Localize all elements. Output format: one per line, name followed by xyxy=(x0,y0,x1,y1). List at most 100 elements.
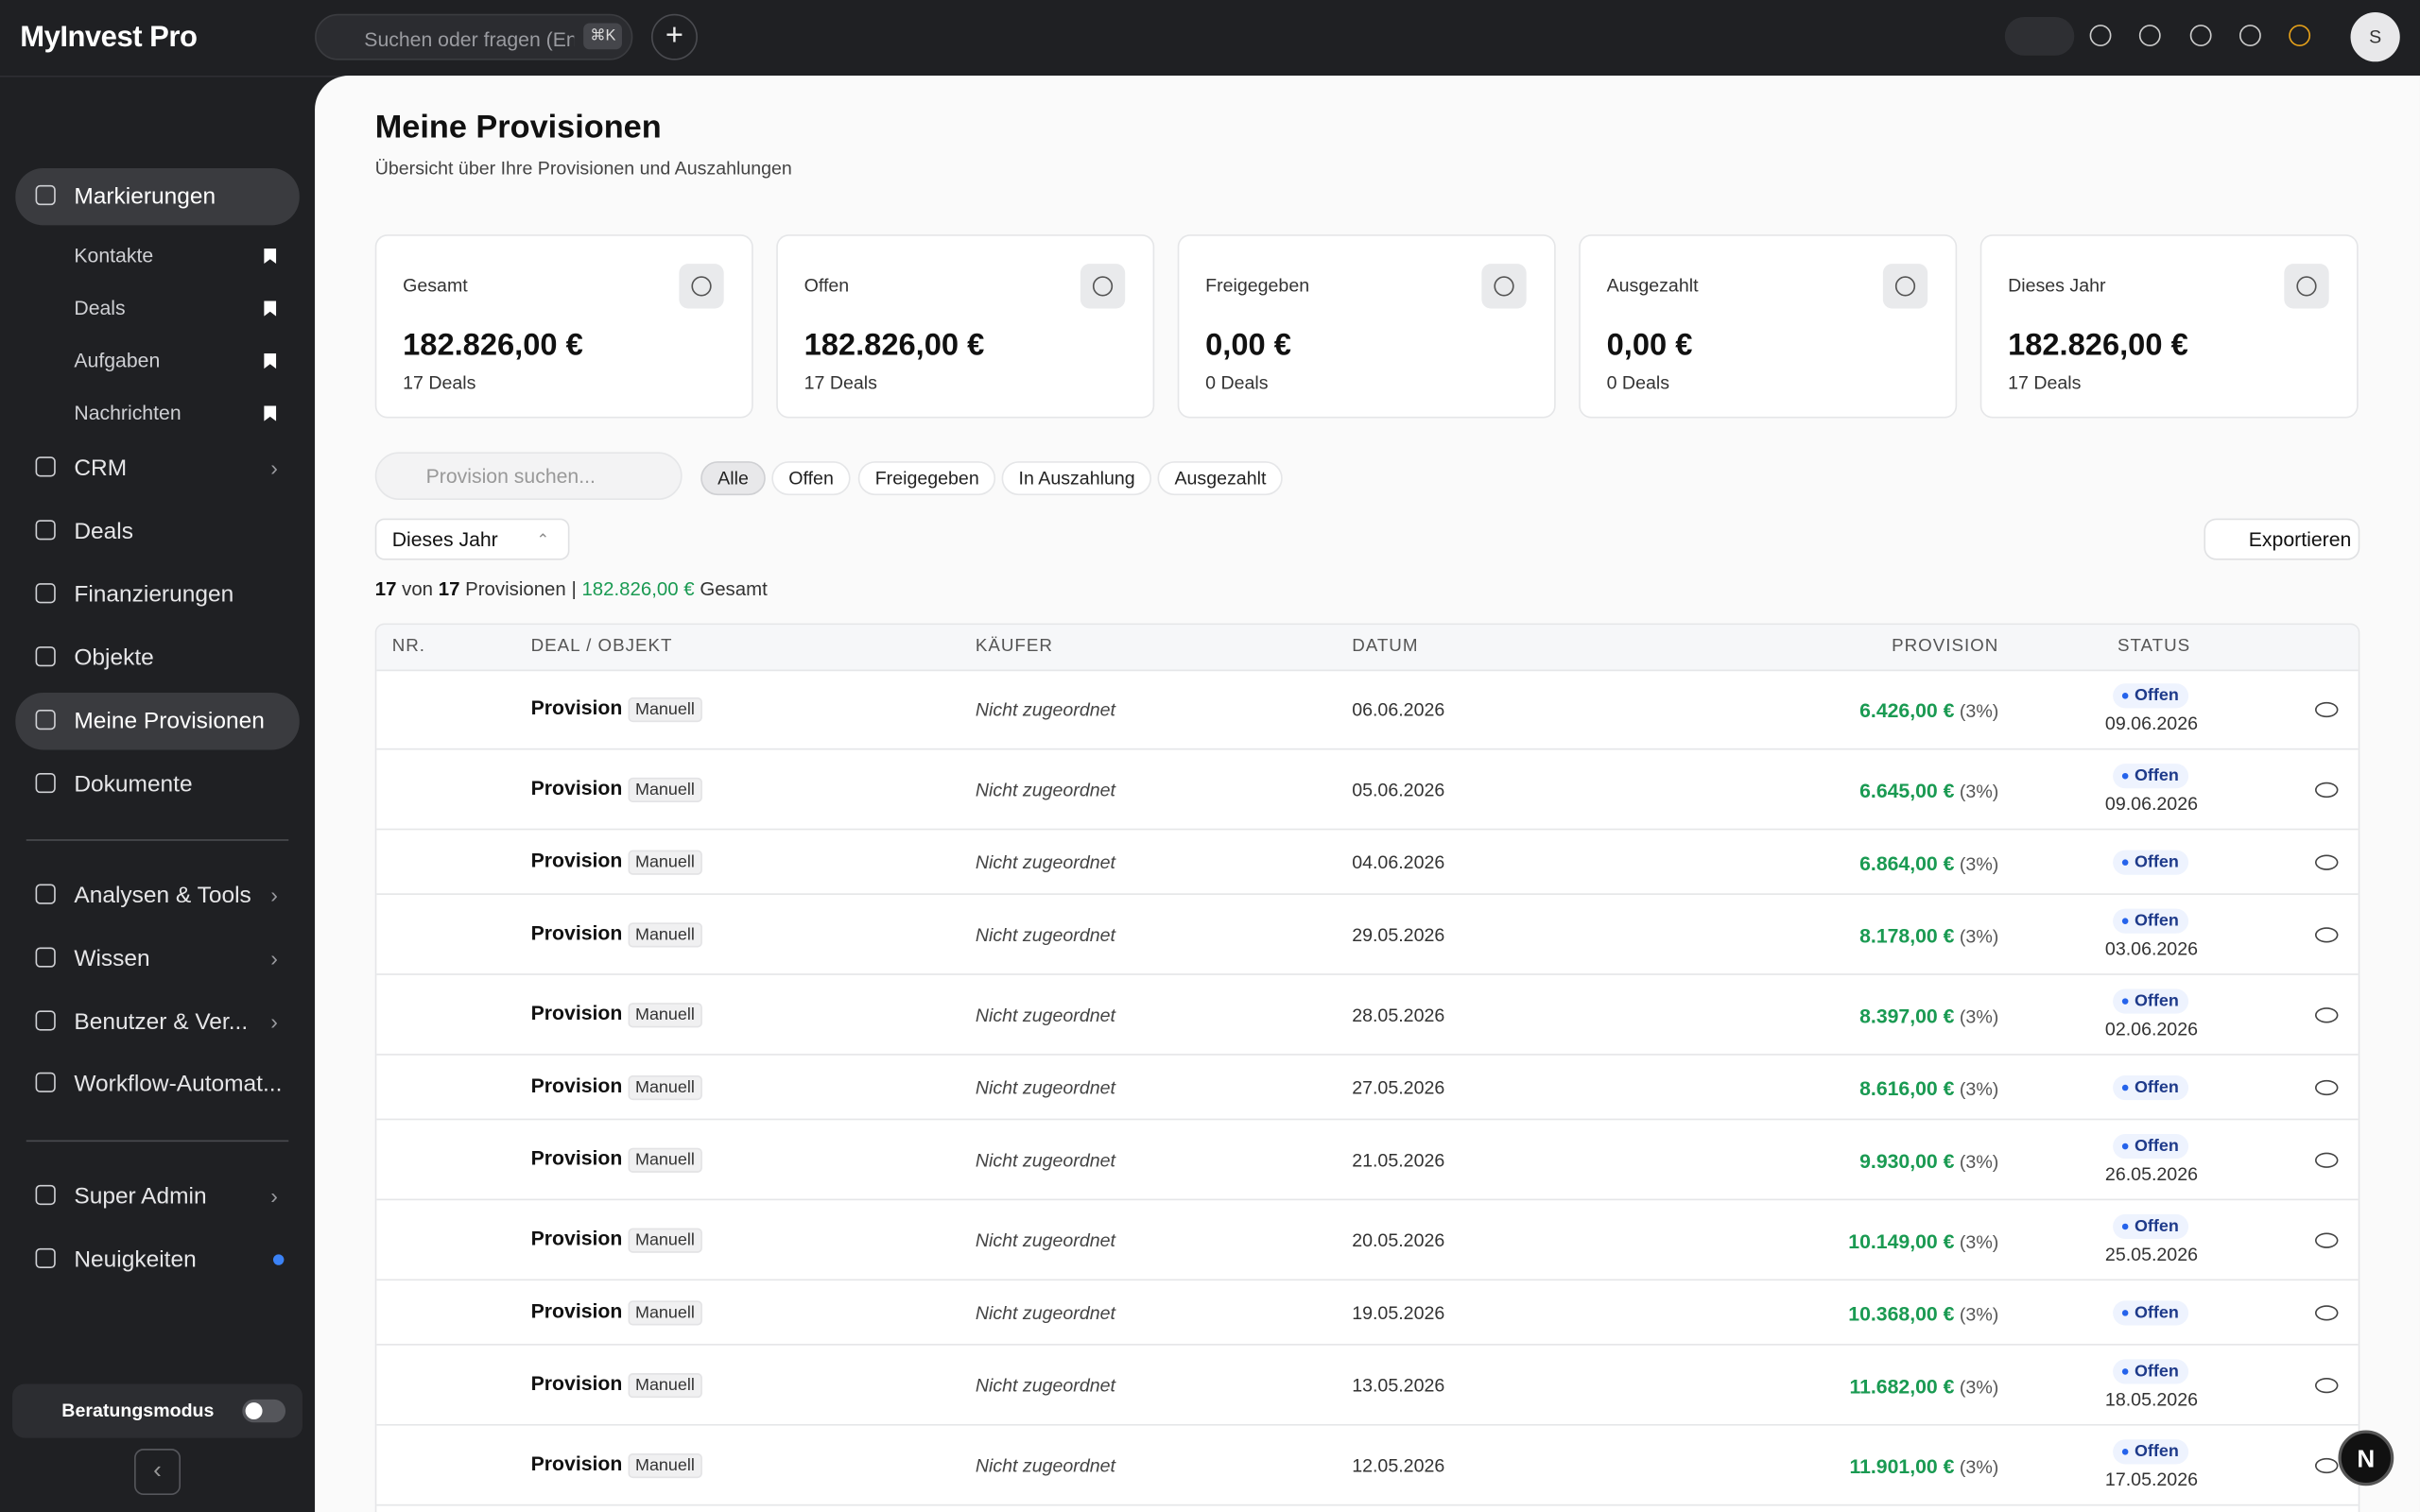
filter-chip[interactable]: Alle xyxy=(700,461,766,496)
deal-tag: Manuell xyxy=(627,777,703,802)
buyer: Nicht zugeordnet xyxy=(975,779,1115,801)
percentage: (3%) xyxy=(1959,925,1999,948)
nav-item[interactable]: Markierungen xyxy=(15,167,300,226)
stat-label: Gesamt xyxy=(403,274,468,297)
status-date: 02.06.2026 xyxy=(2104,1018,2198,1040)
deal-name: Provision xyxy=(530,1001,623,1025)
status-pill: Offen xyxy=(2113,1439,2188,1465)
table-row: Provision Manuell Nicht zugeordnet 27.05.2… xyxy=(376,1056,2359,1121)
view-button[interactable] xyxy=(2314,782,2339,799)
percentage: (3%) xyxy=(1959,1078,1999,1101)
provision: 10.368,00 € (3%) xyxy=(1848,1302,1998,1325)
date: 19.05.2026 xyxy=(1352,1301,1445,1324)
nav-item[interactable]: Neuigkeiten xyxy=(15,1231,299,1288)
amount: 11.901,00 € xyxy=(1849,1454,1955,1479)
view-button[interactable] xyxy=(2314,1377,2339,1394)
view-button[interactable] xyxy=(2314,1152,2339,1168)
view-button[interactable] xyxy=(2314,1232,2339,1248)
filter-chip[interactable]: Ausgezahlt xyxy=(1157,461,1284,496)
nav-item[interactable]: Super Admin › xyxy=(15,1168,299,1225)
nav-label: Analysen & Tools xyxy=(74,882,251,909)
buyer: Nicht zugeordnet xyxy=(975,923,1115,946)
nav-label: CRM xyxy=(74,455,128,482)
status-pill: Offen xyxy=(2113,1133,2188,1160)
buyer: Nicht zugeordnet xyxy=(975,851,1115,874)
buyer: Nicht zugeordnet xyxy=(975,1454,1115,1477)
bookmark-icon xyxy=(264,301,277,317)
logo[interactable]: MyInvest Pro xyxy=(20,21,198,55)
period-select[interactable]: Dieses Jahr xyxy=(374,518,570,560)
status-pill: Offen xyxy=(2113,764,2188,789)
nav-item[interactable]: Objekte xyxy=(15,629,299,686)
stat-card: Dieses Jahr 182.826,00 € 17 Deals xyxy=(1979,234,2359,419)
nav-item[interactable]: Finanzierungen xyxy=(15,566,299,623)
theme-toggle[interactable] xyxy=(2004,16,2075,56)
deal-cell: Provision Manuell xyxy=(531,1074,703,1101)
nav-icon xyxy=(35,710,56,730)
status-date: 03.06.2026 xyxy=(2104,937,2198,960)
nav-label: Objekte xyxy=(74,644,154,672)
provision: 8.616,00 € (3%) xyxy=(1859,1077,1998,1100)
help-icon[interactable] xyxy=(2138,25,2161,46)
filter-chip[interactable]: In Auszahlung xyxy=(1001,461,1152,496)
collapse-button[interactable]: ‹ xyxy=(134,1449,182,1496)
amount: 10.368,00 € xyxy=(1848,1301,1955,1326)
view-button[interactable] xyxy=(2314,1079,2339,1096)
nav-item[interactable]: Meine Provisionen xyxy=(15,693,300,750)
shortcut: ⌘K xyxy=(583,23,622,50)
stat-card: Ausgezahlt 0,00 € 0 Deals xyxy=(1579,234,1958,419)
view-button[interactable] xyxy=(2314,701,2339,718)
export-button[interactable]: Exportieren xyxy=(2204,518,2360,560)
status-pill: Offen xyxy=(2113,1300,2188,1326)
view-button[interactable] xyxy=(2314,1305,2339,1321)
nav-label: Workflow-Automat... xyxy=(74,1071,283,1097)
deal-cell: Provision Manuell xyxy=(530,848,703,875)
provision: 8.397,00 € (3%) xyxy=(1859,1005,1998,1027)
view-button[interactable] xyxy=(2314,1457,2339,1474)
assistant-button[interactable]: N xyxy=(2338,1430,2394,1486)
nav-item[interactable]: Wissen › xyxy=(15,930,299,987)
view-button[interactable] xyxy=(2314,927,2339,943)
status-pill: Offen xyxy=(2113,908,2188,934)
visibility-icon[interactable] xyxy=(2289,25,2311,46)
deal-cell: Provision Manuell xyxy=(531,1299,703,1326)
deal-name: Provision xyxy=(530,848,623,872)
avatar[interactable]: S xyxy=(2350,12,2400,62)
filter-chip[interactable]: Freigegeben xyxy=(857,461,996,496)
nav-label: Wissen xyxy=(74,945,150,972)
stat-sub: 17 Deals xyxy=(804,371,877,394)
advisory-mode[interactable]: Beratungsmodus xyxy=(12,1383,302,1438)
nav-item[interactable]: Dokumente xyxy=(15,756,299,813)
nav-item[interactable]: Benutzer & Ver... › xyxy=(15,993,299,1050)
toggle[interactable] xyxy=(242,1399,286,1423)
nav-icon xyxy=(35,646,56,667)
nav-item[interactable]: Analysen & Tools › xyxy=(15,868,299,924)
nav-item[interactable]: Workflow-Automat... xyxy=(15,1056,299,1112)
provision: 8.178,00 € (3%) xyxy=(1859,924,1998,947)
notifications-icon[interactable] xyxy=(2238,25,2261,46)
filter-chip[interactable]: Offen xyxy=(771,461,851,496)
view-button[interactable] xyxy=(2314,854,2339,870)
status-date: 09.06.2026 xyxy=(2104,713,2198,735)
add-button[interactable]: + xyxy=(650,13,698,60)
nav-item[interactable]: Aufgaben xyxy=(15,341,299,381)
nav-item[interactable]: Kontakte xyxy=(15,236,299,276)
icon[interactable] xyxy=(2089,25,2112,46)
provision-search[interactable]: Provision suchen... xyxy=(374,452,683,500)
global-search[interactable]: Suchen oder fragen (Ent ⌘K xyxy=(315,13,633,60)
nav-label: Deals xyxy=(74,518,133,545)
provision: 6.645,00 € (3%) xyxy=(1859,779,1998,801)
settings-icon[interactable] xyxy=(2189,25,2212,46)
chevron: › xyxy=(270,882,278,907)
bookmark-icon xyxy=(264,248,277,265)
nav-item[interactable]: Deals xyxy=(15,503,299,559)
nav-item[interactable]: Nachrichten xyxy=(15,393,299,433)
nav-item[interactable]: CRM › xyxy=(15,439,299,496)
column-header: STATUS xyxy=(2117,637,2191,656)
nav-label: Super Admin xyxy=(74,1183,207,1210)
view-button[interactable] xyxy=(2314,1007,2339,1023)
nav-item[interactable]: Deals xyxy=(15,288,299,328)
divider xyxy=(26,1140,289,1143)
nav-label: Nachrichten xyxy=(74,401,182,424)
amount: 9.930,00 € xyxy=(1859,1149,1955,1173)
